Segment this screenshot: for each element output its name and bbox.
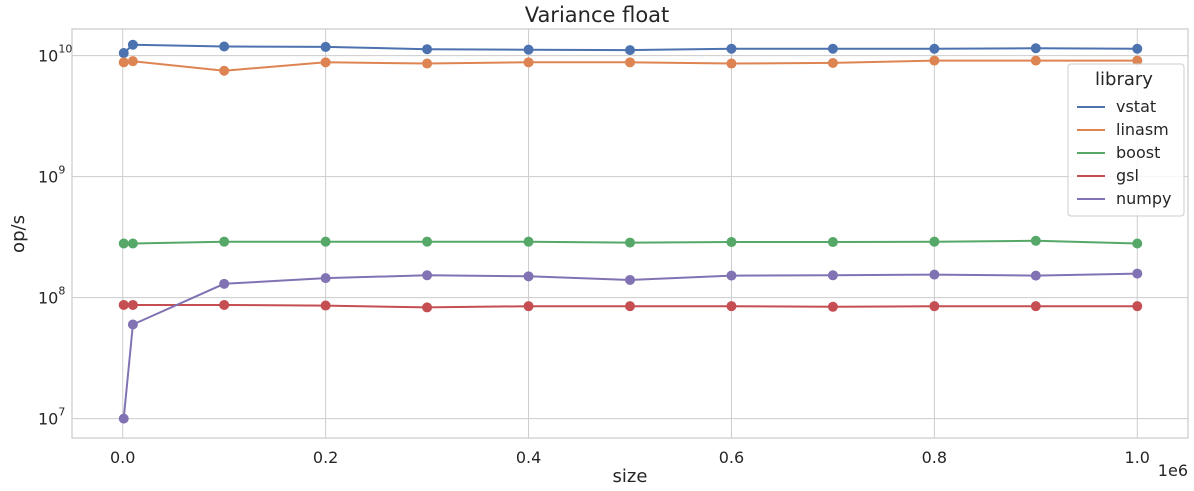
data-point-boost: [118, 238, 129, 249]
data-point-numpy: [127, 319, 138, 330]
series-line-numpy: [122, 272, 1138, 419]
data-point-gsl: [523, 301, 534, 312]
series-layer: [118, 39, 1143, 424]
data-point-linasm: [1030, 55, 1041, 66]
data-point-numpy: [523, 271, 534, 282]
series-line-vstat: [123, 43, 1138, 54]
data-point-boost: [1030, 235, 1041, 246]
data-point-gsl: [625, 301, 635, 312]
series-linasm: [118, 55, 1143, 76]
data-point-gsl: [1030, 301, 1041, 312]
x-axis-label: size: [613, 466, 648, 487]
data-point-numpy: [827, 270, 838, 281]
series-numpy: [118, 268, 1143, 424]
data-point-gsl: [827, 301, 838, 312]
legend-label-linasm: linasm: [1116, 120, 1169, 139]
data-point-numpy: [320, 273, 331, 284]
series-boost: [118, 235, 1143, 249]
data-point-boost: [929, 236, 940, 247]
plot-frame: [71, 28, 1189, 439]
data-point-boost: [219, 236, 230, 247]
data-point-boost: [127, 238, 138, 249]
data-point-vstat: [1030, 43, 1041, 54]
data-point-vstat: [625, 45, 635, 56]
tick-labels: 0.0 0.2 0.4 0.6 0.8 1.0 107 108 109 1010: [38, 43, 1150, 467]
data-point-linasm: [320, 57, 331, 68]
chart-title: Variance float: [525, 3, 670, 27]
data-point-vstat: [929, 43, 940, 54]
y-tick-label: 1010: [38, 43, 72, 66]
legend-items: vstat linasm boost gsl numpy: [1077, 97, 1172, 208]
x-tick-label: 0.6: [719, 448, 744, 467]
data-point-linasm: [118, 57, 129, 68]
x-tick-label: 1.0: [1125, 448, 1150, 467]
data-point-boost: [726, 237, 737, 248]
data-point-gsl: [1132, 301, 1143, 312]
data-point-linasm: [523, 57, 534, 68]
data-point-gsl: [118, 299, 129, 310]
data-point-vstat: [422, 44, 433, 55]
data-point-boost: [1132, 238, 1143, 249]
data-point-linasm: [127, 56, 138, 67]
data-point-boost: [523, 236, 534, 247]
data-point-vstat: [118, 48, 129, 59]
legend-title: library: [1095, 69, 1153, 90]
data-point-numpy: [726, 270, 737, 281]
data-point-linasm: [625, 57, 635, 68]
data-point-linasm: [422, 58, 433, 69]
legend-label-numpy: numpy: [1116, 189, 1172, 208]
y-tick-label: 108: [38, 285, 65, 308]
data-point-boost: [827, 237, 838, 248]
x-tick-label: 0.4: [516, 448, 541, 467]
data-point-numpy: [1132, 268, 1143, 279]
y-tick-label: 107: [38, 406, 65, 429]
data-point-linasm: [827, 57, 838, 68]
data-point-numpy: [929, 269, 940, 280]
data-point-gsl: [422, 302, 433, 313]
data-point-numpy: [1030, 270, 1041, 281]
y-axis-label: op/s: [8, 215, 29, 253]
x-axis-offset-label: 1e6: [1158, 461, 1188, 480]
data-point-gsl: [127, 299, 138, 310]
legend-label-vstat: vstat: [1116, 97, 1156, 116]
series-line-gsl: [123, 304, 1138, 309]
x-tick-label: 0.8: [922, 448, 947, 467]
data-point-gsl: [929, 301, 940, 312]
data-point-gsl: [726, 301, 737, 312]
data-point-boost: [320, 236, 331, 247]
series-line-boost: [123, 239, 1138, 245]
data-point-linasm: [219, 65, 230, 76]
x-tick-label: 0.2: [313, 448, 338, 467]
data-point-linasm: [1132, 55, 1143, 66]
data-point-boost: [422, 236, 433, 247]
y-tick-label: 109: [38, 164, 65, 187]
data-point-vstat: [827, 43, 838, 54]
series-line-linasm: [123, 59, 1138, 72]
legend-label-boost: boost: [1116, 143, 1160, 162]
legend-box: [1067, 63, 1185, 217]
data-point-gsl: [320, 300, 331, 311]
data-point-vstat: [127, 39, 138, 50]
series-vstat: [118, 39, 1143, 59]
data-point-vstat: [320, 41, 331, 52]
data-point-vstat: [523, 44, 534, 55]
data-point-vstat: [726, 43, 737, 54]
series-gsl: [118, 299, 1143, 313]
legend-label-gsl: gsl: [1116, 166, 1139, 185]
data-point-numpy: [219, 278, 230, 289]
data-point-boost: [625, 237, 635, 248]
data-point-numpy: [625, 274, 635, 285]
legend: library vstat linasm boost gsl numpy: [1067, 63, 1185, 217]
data-point-linasm: [929, 55, 940, 66]
data-point-numpy: [118, 413, 129, 424]
data-point-gsl: [219, 299, 230, 310]
data-point-vstat: [1132, 43, 1143, 54]
data-point-numpy: [422, 270, 433, 281]
data-point-vstat: [219, 41, 230, 52]
x-tick-label: 0.0: [110, 448, 135, 467]
data-point-linasm: [726, 58, 737, 69]
